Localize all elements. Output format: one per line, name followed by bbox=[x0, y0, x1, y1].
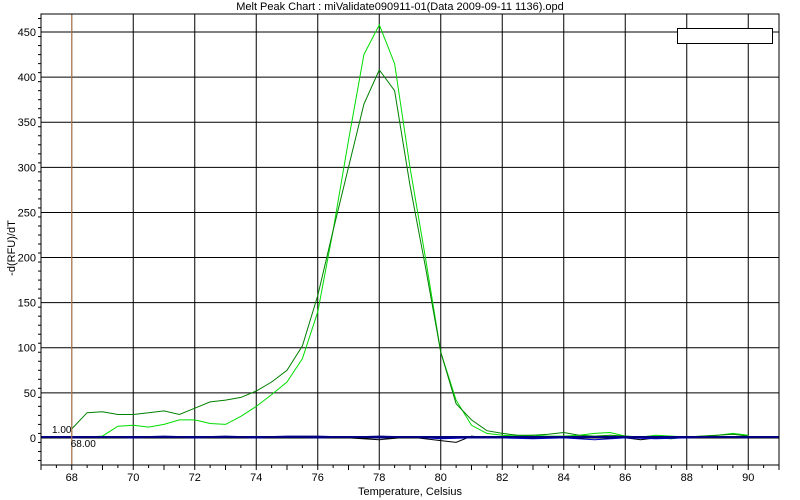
x-tick-label: 90 bbox=[742, 472, 754, 484]
y-tick-label: 0 bbox=[30, 433, 36, 445]
series-line-1 bbox=[71, 23, 749, 439]
x-tick-label: 72 bbox=[189, 472, 201, 484]
x-tick-label: 86 bbox=[619, 472, 631, 484]
x-tick-label: 80 bbox=[435, 472, 447, 484]
axes: 68 70 72 74 76 78 80 82 84 86 88 90 0 50 100 150 200 250 3… bbox=[18, 13, 780, 484]
x-tick-label: 84 bbox=[558, 472, 570, 484]
x-tick-label: 74 bbox=[250, 472, 262, 484]
overlays: 1.00 68.00 bbox=[41, 14, 779, 465]
y-tick-label: 100 bbox=[18, 343, 36, 355]
y-tick-label: 450 bbox=[18, 27, 36, 39]
series-lines bbox=[71, 23, 749, 443]
y-axis-label: -d(RFU)/dT bbox=[6, 220, 18, 276]
series-line-2 bbox=[71, 68, 749, 440]
y-tick-label: 300 bbox=[18, 162, 36, 174]
x-tick-label: 82 bbox=[496, 472, 508, 484]
x-axis-label: Temperature, Celsius bbox=[358, 486, 462, 498]
y-tick-label: 250 bbox=[18, 207, 36, 219]
grid bbox=[41, 14, 779, 465]
y-tick-label: 200 bbox=[18, 253, 36, 265]
y-tick-label: 400 bbox=[18, 72, 36, 84]
threshold-label: 1.00 bbox=[52, 425, 72, 436]
x-tick-label: 68 bbox=[66, 472, 78, 484]
cursor-label: 68.00 bbox=[71, 439, 96, 450]
y-tick-label: 350 bbox=[18, 117, 36, 129]
x-tick-label: 88 bbox=[681, 472, 693, 484]
chart-title: Melt Peak Chart : miValidate090911-01(Da… bbox=[236, 1, 564, 13]
y-tick-label: 50 bbox=[24, 388, 36, 400]
x-tick-label: 78 bbox=[373, 472, 385, 484]
y-tick-label: 150 bbox=[18, 298, 36, 310]
plot-frame bbox=[40, 13, 780, 466]
legend-box bbox=[677, 28, 773, 44]
x-tick-label: 76 bbox=[312, 472, 324, 484]
x-tick-label: 70 bbox=[127, 472, 139, 484]
